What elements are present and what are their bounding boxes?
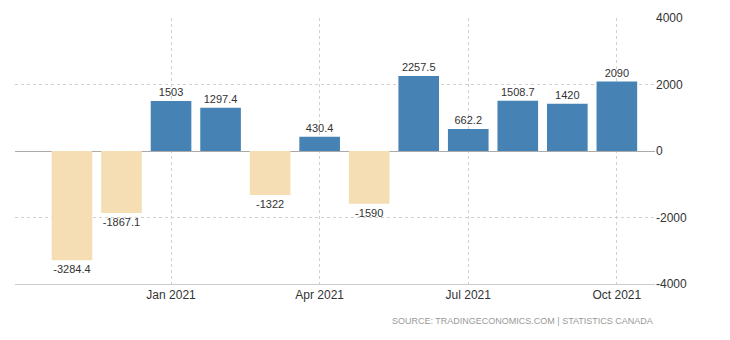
- svg-text:2257.5: 2257.5: [402, 61, 436, 73]
- svg-text:662.2: 662.2: [454, 114, 482, 126]
- svg-text:-4000: -4000: [656, 277, 687, 291]
- svg-text:-1590: -1590: [355, 207, 383, 219]
- svg-text:Jul 2021: Jul 2021: [446, 288, 492, 302]
- svg-text:Oct 2021: Oct 2021: [593, 288, 642, 302]
- svg-text:1297.4: 1297.4: [204, 93, 238, 105]
- svg-text:4000: 4000: [656, 11, 683, 25]
- svg-text:2000: 2000: [656, 78, 683, 92]
- svg-text:-2000: -2000: [656, 211, 687, 225]
- svg-text:-3284.4: -3284.4: [53, 263, 90, 275]
- svg-text:430.4: 430.4: [306, 122, 334, 134]
- svg-text:1420: 1420: [555, 89, 579, 101]
- svg-text:1508.7: 1508.7: [501, 86, 535, 98]
- svg-text:0: 0: [656, 144, 663, 158]
- svg-text:-1867.1: -1867.1: [103, 216, 140, 228]
- svg-text:1503: 1503: [159, 86, 183, 98]
- svg-text:SOURCE: TRADINGECONOMICS.COM |: SOURCE: TRADINGECONOMICS.COM | STATISTIC…: [392, 316, 653, 326]
- svg-text:Jan 2021: Jan 2021: [146, 288, 196, 302]
- svg-text:-1322: -1322: [256, 198, 284, 210]
- svg-text:2090: 2090: [605, 67, 629, 79]
- svg-text:Apr 2021: Apr 2021: [295, 288, 344, 302]
